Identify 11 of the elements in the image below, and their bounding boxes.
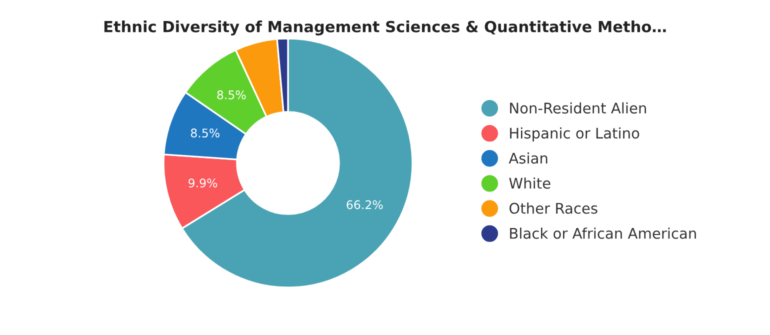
data-label: 8.5% bbox=[217, 90, 246, 100]
chart-title: Ethnic Diversity of Management Sciences & Quantitative Metho… bbox=[104, 20, 666, 36]
legend-label: Asian bbox=[508, 152, 548, 164]
legend-label: Black or African American bbox=[510, 228, 696, 239]
data-label: 66.2% bbox=[346, 200, 383, 210]
legend-label: Other Races bbox=[509, 202, 598, 214]
legend-label: White bbox=[509, 177, 550, 189]
legend-label: Non-Resident Alien bbox=[510, 102, 646, 114]
data-label: 9.9% bbox=[188, 178, 218, 188]
legend-label: Hispanic or Latino bbox=[510, 127, 640, 142]
data-label: 8.5% bbox=[190, 128, 220, 138]
